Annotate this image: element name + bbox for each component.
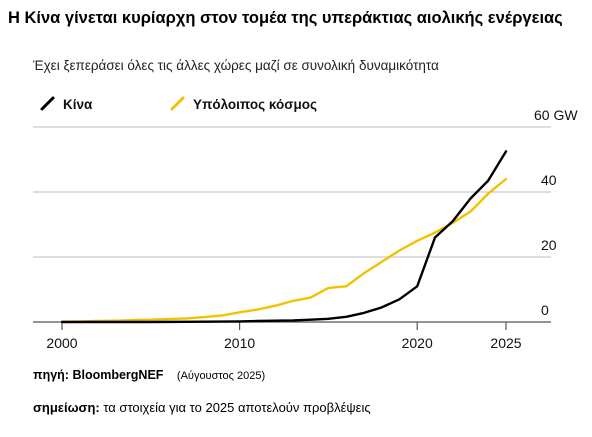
legend-china-swatch xyxy=(40,96,55,111)
y-tick-labels: 0 20 40 60 GW xyxy=(534,107,578,318)
y-tick-label-0: 0 xyxy=(541,302,549,318)
x-tick-labels: 2000 2010 2020 2025 xyxy=(46,322,522,351)
y-tick-label-60: 60 GW xyxy=(534,107,578,123)
y-tick-label-40: 40 xyxy=(541,172,557,188)
source-line: πηγή: BloombergNEF (Αύγουστος 2025) xyxy=(33,368,265,382)
legend: Κίνα Υπόλοιπος κόσμος xyxy=(40,96,317,112)
legend-rest-of-world-label: Υπόλοιπος κόσμος xyxy=(193,97,317,112)
series-lines xyxy=(60,150,508,324)
note-label: σημείωση: xyxy=(33,400,100,415)
source-date: (Αύγουστος 2025) xyxy=(176,370,266,382)
y-tick-label-20: 20 xyxy=(541,237,557,253)
x-tick-label-2020: 2020 xyxy=(402,335,433,351)
legend-rest-of-world-swatch xyxy=(170,96,185,111)
x-tick-label-2000: 2000 xyxy=(46,335,77,351)
source-value: BloombergNEF xyxy=(72,368,164,382)
series-line-china xyxy=(60,150,508,324)
series-line-rest-of-world xyxy=(60,177,508,323)
grid-lines xyxy=(33,126,551,323)
x-tick-label-2025: 2025 xyxy=(490,335,521,351)
chart-subtitle: Έχει ξεπεράσει όλες τις άλλες χώρες μαζί… xyxy=(33,58,439,73)
note-value: τα στοιχεία για το 2025 αποτελούν προβλέ… xyxy=(103,400,371,415)
x-tick-label-2010: 2010 xyxy=(224,335,255,351)
chart-title: Η Κίνα γίνεται κυρίαρχη στον τομέα της υ… xyxy=(8,9,563,27)
note-line: σημείωση: τα στοιχεία για το 2025 αποτελ… xyxy=(33,400,371,415)
legend-china-label: Κίνα xyxy=(63,97,93,112)
source-label: πηγή: xyxy=(33,368,69,382)
